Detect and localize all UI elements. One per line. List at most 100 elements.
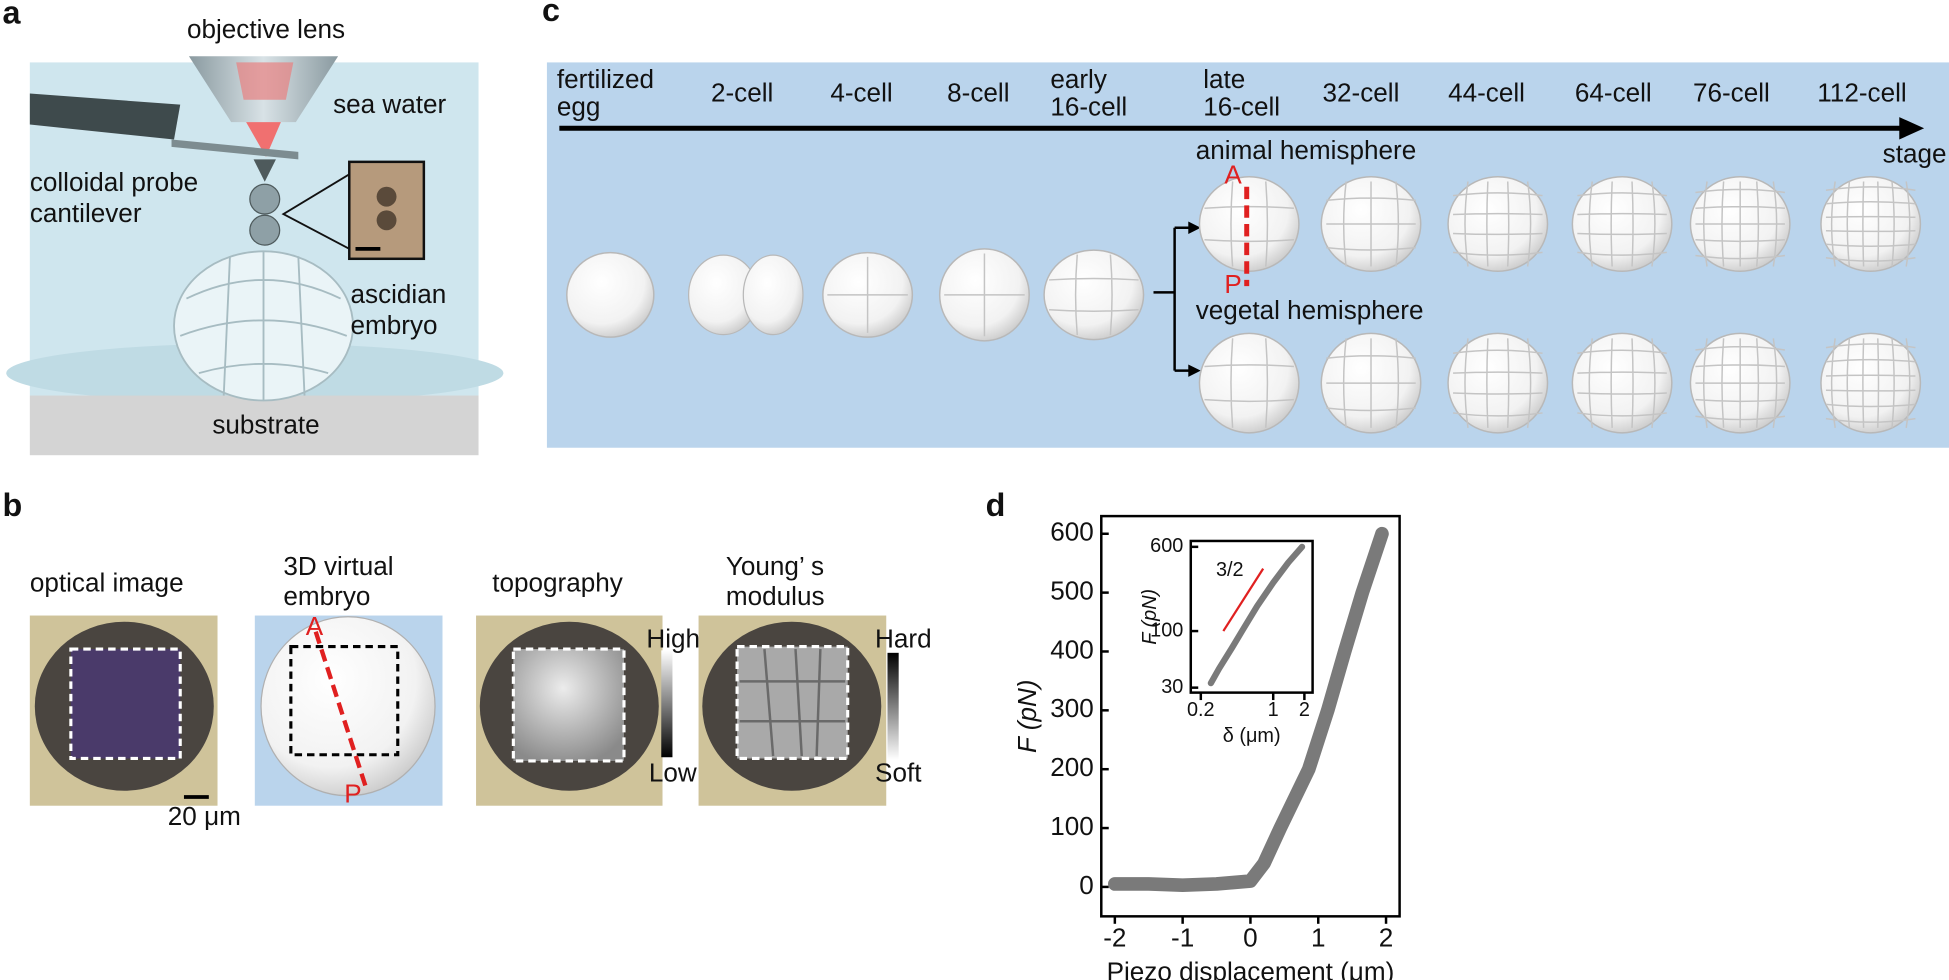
panel-label: c: [542, 0, 560, 28]
embryo-cells: [179, 251, 348, 401]
data-line: [1207, 543, 1306, 687]
topography-map: [511, 647, 626, 763]
cell-boundaries: [1326, 338, 1416, 428]
image-title: optical image: [30, 567, 184, 597]
image-title: modulus: [726, 581, 825, 611]
cell-boundaries: [1825, 181, 1916, 267]
panel-label: b: [2, 487, 22, 523]
substrate-block: [29, 395, 479, 456]
x-axis-label: δ (μm): [1223, 725, 1281, 747]
cantilever-beam: [171, 139, 299, 160]
cell-boundaries: [1577, 338, 1667, 428]
y-tick-label: 0: [1079, 870, 1094, 900]
image-title: topography: [492, 567, 623, 597]
label: animal hemisphere: [1196, 135, 1416, 165]
y-axis-label: F (pN): [1139, 589, 1161, 645]
embryo: [742, 254, 804, 336]
y-axis-label: F (pN): [1012, 679, 1042, 752]
y-tick-label: 100: [1050, 811, 1094, 841]
cell-boundaries: [1825, 338, 1916, 428]
label: ascidian: [351, 279, 447, 309]
embryo: [1820, 176, 1922, 272]
x-axis-label: Piezo displacement (μm): [1107, 957, 1395, 980]
y-tick-label: 600: [1150, 535, 1183, 557]
colorbar-label: Hard: [875, 623, 932, 653]
x-tick-label: 1: [1268, 699, 1279, 721]
label: cantilever: [30, 198, 142, 228]
laser-cone: [246, 122, 281, 157]
arrow-head: [1188, 364, 1201, 377]
slope-label: 3/2: [1216, 559, 1244, 581]
cell-boundaries: [1452, 338, 1543, 428]
bracket: [1153, 226, 1191, 372]
stage-label: 44-cell: [1448, 78, 1525, 108]
axis-a: A: [306, 611, 324, 641]
stage-label: 76-cell: [1693, 78, 1770, 108]
tip: [253, 159, 276, 182]
axis-a: A: [1224, 160, 1242, 190]
embryo: [566, 251, 655, 338]
scale-label: 20 μm: [168, 801, 241, 831]
cell-boundaries: [739, 649, 846, 757]
stage-label: 8-cell: [947, 78, 1009, 108]
cantilever-base: [29, 93, 181, 140]
x-tick-label: 1: [1311, 923, 1326, 953]
arrow-head: [1899, 117, 1925, 140]
stage-label: early: [1050, 64, 1107, 94]
panel-c: stage animal hemisphere vegetal hemisphe…: [546, 62, 1949, 448]
cell-boundaries: [1204, 338, 1295, 428]
y-tick-label: 200: [1050, 752, 1094, 782]
slope-guide: [1222, 568, 1265, 632]
inset-bead: [376, 186, 397, 207]
x-tick-label: -1: [1171, 923, 1194, 953]
ap-axis: [313, 631, 368, 787]
stage-label: 64-cell: [1575, 78, 1652, 108]
stage-label: 16-cell: [1050, 91, 1127, 121]
image-title: embryo: [283, 581, 370, 611]
x-tick-label: 0: [1243, 923, 1258, 953]
axis-label: stage: [1883, 139, 1947, 169]
label: sea water: [333, 89, 446, 119]
cell-boundaries: [1452, 181, 1543, 267]
cell-boundaries: [1326, 181, 1416, 267]
cell-boundaries: [1049, 254, 1139, 336]
stage-label: 32-cell: [1323, 78, 1400, 108]
modulus-map: [735, 645, 850, 761]
colloid: [249, 214, 281, 246]
x-tick-label: 0.2: [1187, 699, 1215, 721]
axis-p: P: [344, 779, 361, 809]
panel-a: objective lens sea water colloidal probe…: [6, 14, 504, 456]
x-tick-label: 2: [1299, 699, 1310, 721]
embryo: [1198, 332, 1300, 434]
stage-label: 112-cell: [1817, 78, 1906, 108]
embryo: [1820, 332, 1922, 434]
label: substrate: [212, 409, 319, 439]
colorbar-label: Low: [649, 758, 697, 788]
image-title: Young’ s: [726, 551, 824, 581]
virtual-embryo: [260, 616, 436, 797]
callout: [281, 173, 350, 250]
x-tick-label: 2: [1379, 923, 1394, 953]
arrow-head: [1188, 221, 1201, 234]
axis-p: P: [1224, 269, 1241, 299]
colorbar: [887, 652, 899, 760]
y-tick-label: 300: [1050, 693, 1094, 723]
panel-label: a: [2, 0, 21, 31]
data-line: [1108, 526, 1389, 892]
colorbar: [661, 650, 673, 758]
stage-label: 16-cell: [1203, 91, 1280, 121]
stage-label: fertilized: [557, 64, 654, 94]
cell-boundaries: [1695, 338, 1786, 428]
cell-boundaries: [944, 253, 1025, 337]
y-tick-label: 600: [1050, 517, 1094, 547]
colorbar-label: Soft: [875, 758, 922, 788]
colorbar-label: High: [646, 623, 700, 653]
embryo: [1043, 249, 1145, 341]
cell-boundaries: [1577, 181, 1667, 267]
label: vegetal hemisphere: [1196, 295, 1424, 325]
x-tick-label: -2: [1103, 923, 1126, 953]
image-title: 3D virtual: [283, 551, 393, 581]
label: objective lens: [187, 14, 345, 44]
